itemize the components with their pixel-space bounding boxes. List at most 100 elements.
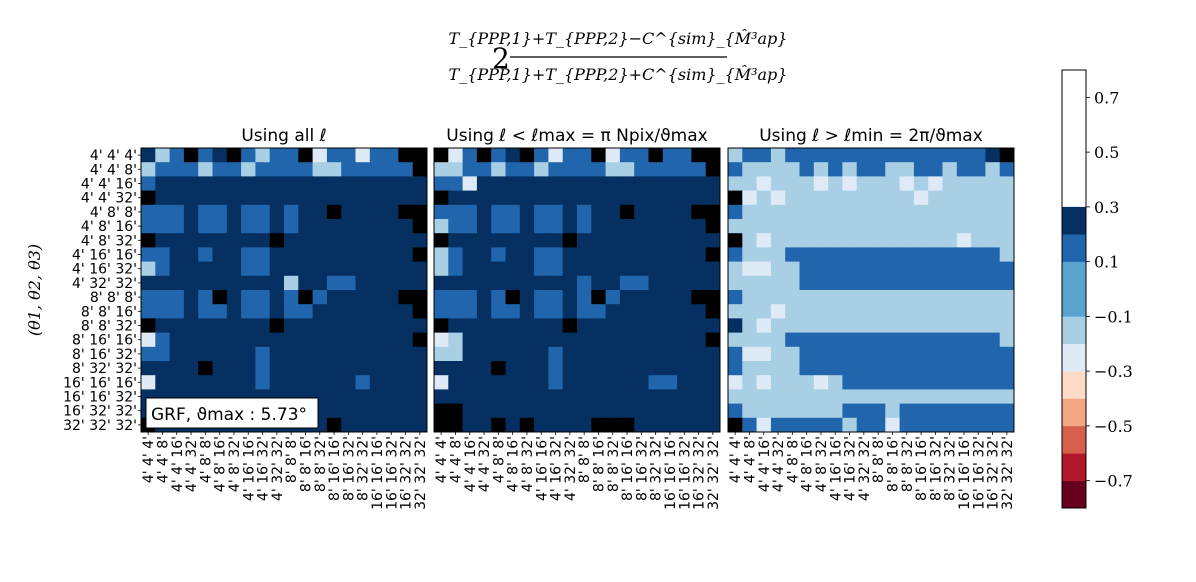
heatmap-cell xyxy=(691,219,707,234)
heatmap-cell xyxy=(577,261,592,277)
heatmap-cell xyxy=(828,304,843,319)
heatmap-cell xyxy=(756,233,772,248)
heatmap-cell xyxy=(384,318,399,333)
x-tick-label: 4' 8' 32' xyxy=(814,436,830,492)
heatmap-cell xyxy=(548,346,564,362)
heatmap-cell xyxy=(842,417,858,433)
heatmap-cell xyxy=(312,219,328,234)
colorbar-tick-label: −0.5 xyxy=(1094,417,1133,436)
heatmap-cell xyxy=(999,233,1015,248)
heatmap-cell xyxy=(141,346,156,362)
heatmap-cell xyxy=(462,162,478,177)
heatmap-cell xyxy=(899,304,915,319)
heatmap-cell xyxy=(384,233,399,248)
heatmap-cell xyxy=(312,247,328,262)
heatmap-cell xyxy=(662,389,678,404)
colorbar-tick-label: 0.1 xyxy=(1094,253,1119,272)
heatmap-cell xyxy=(312,332,328,348)
heatmap-cell xyxy=(871,332,886,348)
heatmap-cell xyxy=(591,247,606,262)
heatmap-cell xyxy=(928,247,943,262)
heatmap-cell xyxy=(519,233,535,248)
heatmap-cell xyxy=(326,346,342,362)
heatmap-cell xyxy=(799,403,815,419)
heatmap-cell xyxy=(355,190,371,206)
x-tick-label: 4' 16' 32' xyxy=(256,436,272,501)
y-tick-label: 4' 4' 16' xyxy=(81,177,137,193)
heatmap-cell xyxy=(269,247,285,262)
heatmap-cell xyxy=(341,275,356,291)
heatmap-cell xyxy=(491,247,506,262)
heatmap-cell xyxy=(928,233,943,248)
heatmap-cell xyxy=(519,190,535,206)
heatmap-cell xyxy=(999,318,1015,333)
heatmap-cell xyxy=(448,261,463,277)
heatmap-cell xyxy=(562,275,578,291)
heatmap-cell xyxy=(648,361,664,376)
heatmap-cell xyxy=(412,361,428,376)
y-axis-label: (θ1, θ2, θ3) xyxy=(25,244,44,336)
heatmap-cell xyxy=(326,375,342,390)
heatmap-cell xyxy=(448,233,463,248)
heatmap-cell xyxy=(169,247,185,262)
heatmap-cell xyxy=(255,332,271,348)
colorbar-band xyxy=(1062,206,1086,235)
heatmap-cell xyxy=(462,190,478,206)
heatmap-cell xyxy=(384,375,399,390)
heatmap-cell xyxy=(813,290,829,305)
heatmap-cell xyxy=(548,389,564,404)
heatmap-cell xyxy=(255,233,271,248)
heatmap-cell xyxy=(577,176,592,191)
heatmap-cell xyxy=(985,318,1001,333)
heatmap-cell xyxy=(619,361,635,376)
heatmap-cell xyxy=(269,204,285,220)
heatmap-cell xyxy=(662,204,678,220)
heatmap-cell xyxy=(842,176,858,191)
heatmap-cell xyxy=(141,190,156,206)
heatmap-cell xyxy=(999,417,1015,433)
heatmap-cell xyxy=(412,375,428,390)
x-tick-label: 16' 32' 32' xyxy=(986,436,1002,510)
heatmap-cell xyxy=(505,190,521,206)
heatmap-cell xyxy=(691,290,707,305)
heatmap-cell xyxy=(634,219,649,234)
heatmap-cell xyxy=(226,261,242,277)
heatmap-cell xyxy=(999,304,1015,319)
heatmap-cell xyxy=(728,275,743,291)
heatmap-cell xyxy=(491,176,506,191)
heatmap-cell xyxy=(198,148,213,163)
heatmap-cell xyxy=(577,233,592,248)
heatmap-cell xyxy=(742,389,757,404)
heatmap-cell xyxy=(476,233,492,248)
heatmap-cell xyxy=(619,219,635,234)
heatmap-cell xyxy=(742,204,757,220)
title-denominator: T_{PPP,1}+T_{PPP,2}+C^{sim}_{M̂³ap} xyxy=(449,65,788,84)
x-tick-label: 4' 32' 32' xyxy=(270,436,286,501)
y-tick-label: 4' 8' 16' xyxy=(81,219,137,235)
x-tick-label: 8' 8' 32' xyxy=(606,436,622,492)
heatmap-cell xyxy=(326,204,342,220)
heatmap-cell xyxy=(434,148,449,163)
heatmap-cell xyxy=(899,375,915,390)
heatmap-cell xyxy=(577,219,592,234)
heatmap-cell xyxy=(648,148,664,163)
heatmap-cell xyxy=(462,247,478,262)
heatmap-cell xyxy=(856,389,872,404)
panel-3-x-ticks: 4' 4' 4'4' 4' 8'4' 4' 16'4' 4' 32'4' 8' … xyxy=(728,432,1016,510)
heatmap-cell xyxy=(384,148,399,163)
heatmap-cell xyxy=(212,290,228,305)
heatmap-cell xyxy=(326,361,342,376)
heatmap-cell xyxy=(491,190,506,206)
heatmap-cell xyxy=(605,389,621,404)
x-tick-label: 4' 4' 4' xyxy=(141,436,157,483)
heatmap-cell xyxy=(677,233,692,248)
heatmap-cell xyxy=(226,361,242,376)
heatmap-cell xyxy=(355,332,371,348)
heatmap-cell xyxy=(785,318,800,333)
heatmap-cell xyxy=(312,190,328,206)
heatmap-cell xyxy=(799,304,815,319)
heatmap-cell xyxy=(341,162,356,177)
heatmap-cell xyxy=(462,361,478,376)
heatmap-cell xyxy=(548,290,564,305)
heatmap-cell xyxy=(198,375,213,390)
